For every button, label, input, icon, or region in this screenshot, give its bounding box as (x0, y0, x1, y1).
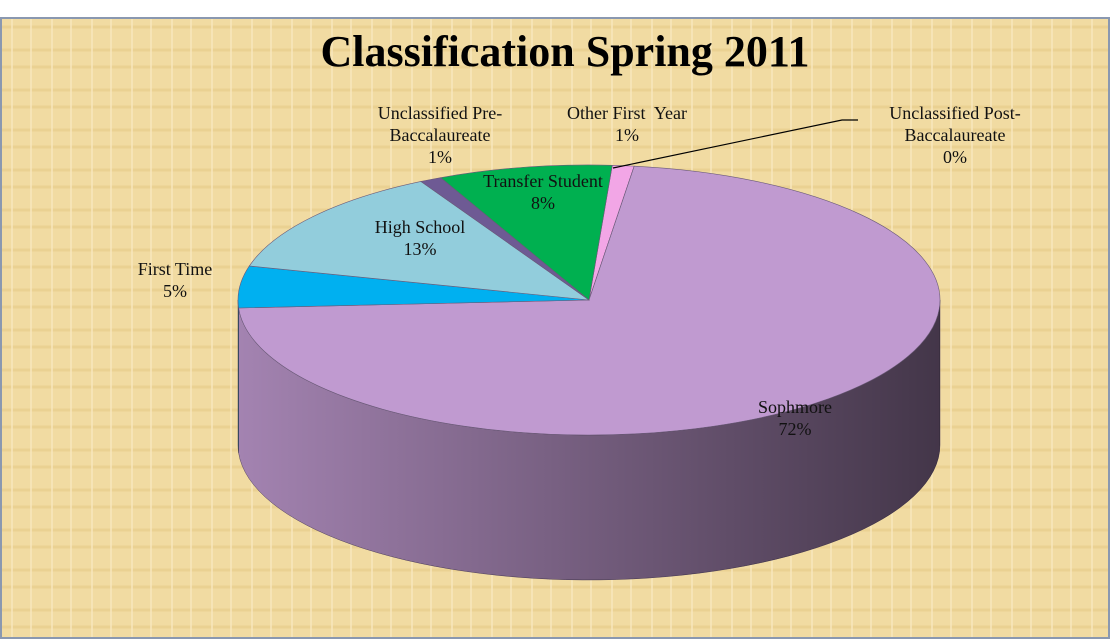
slice-name: Unclassified Pre-Baccalaureate (377, 103, 503, 145)
slice-value: 8% (531, 193, 555, 213)
data-label: Sophmore 72% (725, 396, 865, 440)
data-label: Unclassified Pre-Baccalaureate 1% (355, 102, 525, 168)
slice (238, 165, 941, 436)
data-label: First Time 5% (115, 258, 235, 302)
side-shade (238, 300, 239, 454)
slice-value: 72% (778, 419, 812, 439)
slice (248, 181, 591, 301)
slice-value: 1% (615, 125, 639, 145)
slice-name: Other First Year (567, 103, 687, 123)
slice-value: 13% (403, 239, 437, 259)
slice-name: High School (374, 217, 466, 237)
slice-name: Transfer Student (483, 171, 603, 191)
data-label: High School 13% (350, 216, 490, 260)
side-shade (238, 300, 941, 580)
pie (237, 164, 941, 581)
slice-name: First Time (137, 259, 213, 279)
data-label: Other First Year 1% (542, 102, 712, 146)
data-label: Transfer Student 8% (458, 170, 628, 214)
slice-value: 0% (943, 147, 967, 167)
slice-name: Sophmore (758, 397, 832, 417)
slice-value: 5% (163, 281, 187, 301)
chart-title: Classification Spring 2011 (321, 27, 810, 76)
slice (439, 164, 613, 301)
slice-value: 1% (428, 147, 452, 167)
slice-name: Unclassified Post-Baccalaureate (889, 103, 1021, 145)
leader-line (612, 119, 858, 169)
data-label: Unclassified Post-Baccalaureate 0% (875, 102, 1035, 168)
